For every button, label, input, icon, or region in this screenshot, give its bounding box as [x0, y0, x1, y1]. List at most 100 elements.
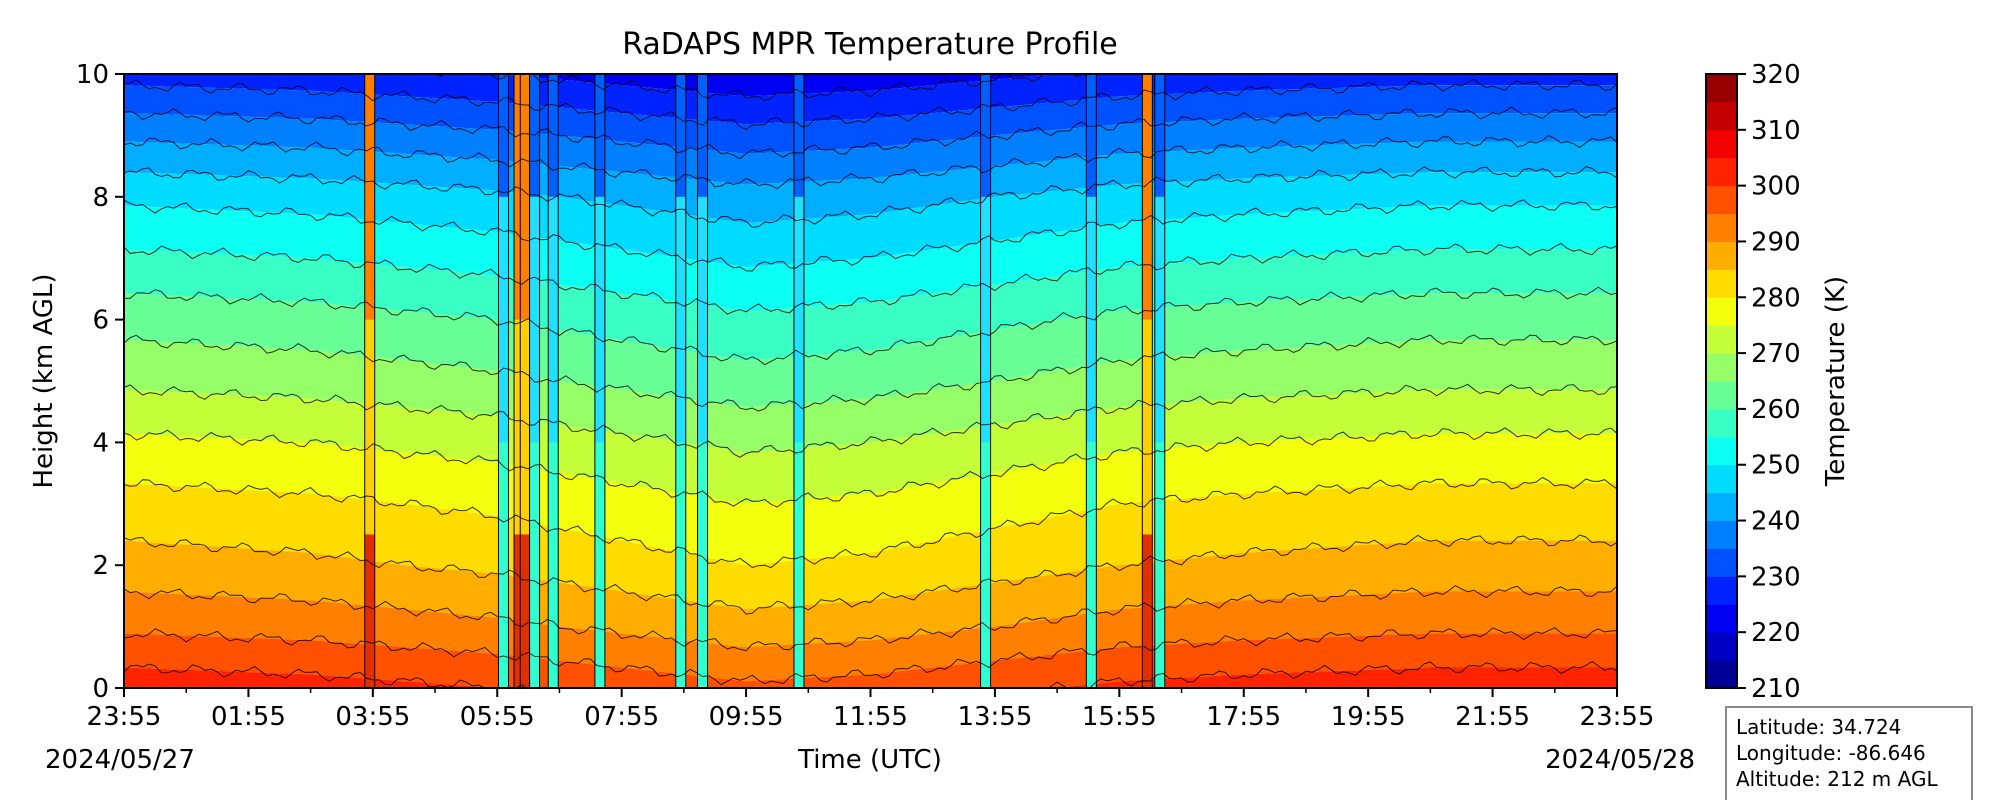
- disturbance-segment: [364, 319, 375, 535]
- disturbance-segment: [675, 74, 686, 197]
- disturbance-segment: [980, 196, 991, 443]
- contour-line: [124, 660, 1617, 688]
- contour-line: [124, 534, 1617, 615]
- contour-line: [124, 427, 1617, 508]
- disturbance-segment: [980, 442, 991, 688]
- colorbar-segment: [1706, 576, 1737, 605]
- x-tick-label: 09:55: [709, 702, 784, 732]
- disturbance-column: [675, 74, 687, 688]
- temperature-band: [124, 340, 1617, 453]
- disturbance-segment: [980, 74, 991, 197]
- temperature-band: [124, 667, 1617, 688]
- colorbar-tick-label: 220: [1751, 618, 1801, 648]
- temperature-band: [124, 74, 1617, 125]
- colorbar-segment: [1706, 464, 1737, 494]
- disturbance-column: [1141, 74, 1153, 688]
- colorbar-segment: [1706, 325, 1737, 354]
- temperature-band: [124, 389, 1617, 504]
- disturbance-segment: [520, 534, 531, 688]
- x-tick-label: 11:55: [833, 702, 908, 732]
- disturbance-segment: [514, 319, 525, 535]
- y-tick-label: 8: [92, 183, 109, 213]
- contour-line: [124, 476, 1617, 569]
- disturbance-column: [697, 74, 709, 688]
- disturbance-column: [594, 74, 606, 688]
- colorbar-segment: [1706, 381, 1737, 410]
- disturbance-segment: [548, 196, 559, 443]
- colorbar-label: Temperature (K): [1821, 276, 1851, 487]
- colorbar-segment: [1706, 129, 1737, 159]
- x-tick-label: 17:55: [1206, 702, 1281, 732]
- x-axis: 23:55 01:55 03:55 05:55 07:55 09:55 11:55 13:55…: [87, 688, 1654, 732]
- y-tick-label: 6: [92, 306, 109, 336]
- latitude-text: Latitude: 34.724: [1736, 715, 1901, 739]
- x-tick-label: 21:55: [1455, 702, 1530, 732]
- colorbar-segment: [1706, 632, 1737, 661]
- colorbar-tick-label: 250: [1751, 451, 1801, 481]
- info-box-frame: [1725, 706, 1973, 800]
- disturbance-segment: [675, 442, 686, 688]
- disturbance-segment: [1154, 442, 1165, 688]
- colorbar-tick-label: 310: [1751, 116, 1801, 146]
- temperature-band: [124, 172, 1617, 267]
- x-tick-label: 03:55: [335, 702, 410, 732]
- colorbar-segment: [1706, 660, 1737, 689]
- colorbar-segment: [1706, 492, 1737, 522]
- end-date-label: 2024/05/28: [1545, 745, 1695, 775]
- colorbar-segment: [1706, 74, 1737, 103]
- disturbance-segment: [697, 196, 708, 443]
- contour-line: [124, 627, 1617, 686]
- temperature-band: [124, 633, 1617, 688]
- disturbance-column: [519, 74, 531, 688]
- disturbance-segment: [793, 196, 804, 443]
- colorbar-segment: [1706, 520, 1737, 549]
- disturbance-segment: [1142, 319, 1153, 535]
- disturbance-segment: [514, 534, 525, 688]
- disturbance-column: [364, 74, 376, 688]
- disturbance-column: [1085, 74, 1097, 688]
- x-tick-label: 05:55: [460, 702, 535, 732]
- temperature-band: [124, 540, 1617, 648]
- colorbar-segment: [1706, 185, 1737, 215]
- disturbance-segment: [364, 534, 375, 688]
- contour-line: [124, 334, 1617, 412]
- temperature-band: [124, 591, 1617, 682]
- contour-line: [124, 134, 1617, 190]
- disturbance-segment: [548, 442, 559, 688]
- disturbance-segment: [594, 74, 605, 197]
- x-tick-label: 23:55: [87, 702, 162, 732]
- colorbar-segment: [1706, 353, 1737, 382]
- disturbance-segment: [594, 196, 605, 443]
- disturbance-segment: [1142, 534, 1153, 688]
- y-tick-label: 2: [92, 551, 109, 581]
- disturbance-column: [1154, 74, 1166, 688]
- disturbance-segment: [498, 74, 509, 197]
- x-tick-label: 19:55: [1331, 702, 1406, 732]
- colorbar-tick-label: 300: [1751, 172, 1801, 202]
- contour-line: [434, 74, 1139, 102]
- contour-line: [124, 585, 1617, 652]
- colorbar-segment: [1706, 241, 1737, 270]
- colorbar-segment: [1706, 548, 1737, 577]
- altitude-text: Altitude: 212 m AGL: [1736, 767, 1938, 791]
- contour-line: [124, 78, 1617, 131]
- colorbar-segment: [1706, 269, 1737, 298]
- y-tick-label: 0: [92, 674, 109, 704]
- colorbar-segment: [1706, 408, 1737, 438]
- y-axis-label: Height (km AGL): [29, 273, 59, 488]
- y-axis: 0 2 4 6 8 10: [76, 60, 124, 704]
- contour-line: [124, 242, 1617, 315]
- disturbance-segment: [1086, 74, 1097, 197]
- contour-lines: [124, 74, 1617, 688]
- contour-line: [124, 106, 1617, 160]
- disturbance-segment: [1154, 74, 1165, 197]
- chart-title: RaDAPS MPR Temperature Profile: [622, 27, 1118, 62]
- colorbar-tick-label: 260: [1751, 395, 1801, 425]
- disturbance-segment: [520, 74, 531, 320]
- x-axis-label: Time (UTC): [797, 745, 942, 775]
- temperature-bands: [124, 74, 1617, 688]
- disturbance-segment: [529, 442, 540, 688]
- disturbance-segment: [520, 319, 531, 535]
- disturbance-segment: [1142, 74, 1153, 320]
- colorbar-segment: [1706, 436, 1737, 466]
